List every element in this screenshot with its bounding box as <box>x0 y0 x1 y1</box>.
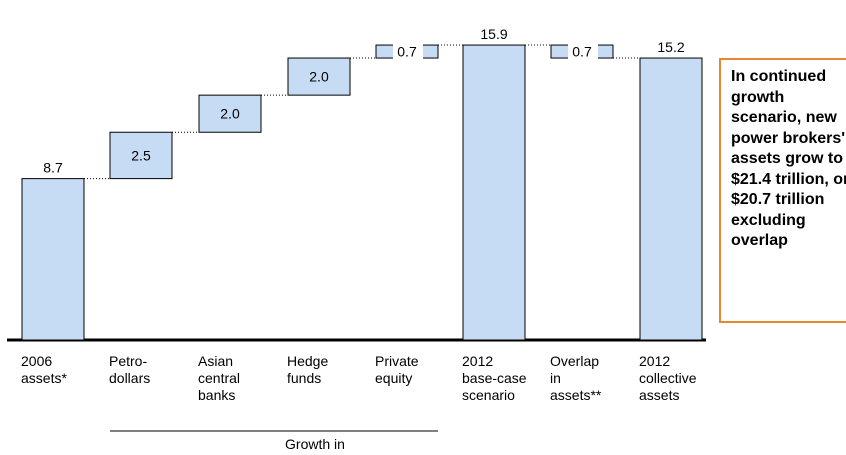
category-label-6: Overlap in assets** <box>550 353 602 403</box>
growth-group-caption: Growth in <box>285 436 345 452</box>
bar-3 <box>287 57 351 96</box>
value-label-4: 0.7 <box>397 44 417 60</box>
bar-5 <box>462 44 526 341</box>
value-label-2: 2.0 <box>220 106 240 122</box>
value-label-bg-4 <box>393 44 423 60</box>
category-label-4: Private equity <box>375 353 419 386</box>
category-label-1: Petro- dollars <box>109 353 151 386</box>
value-label-0: 8.7 <box>43 160 63 176</box>
value-label-7: 15.2 <box>657 39 684 55</box>
bar-1 <box>109 131 173 180</box>
value-label-5: 15.9 <box>480 26 507 42</box>
callout-box: In continued growth scenario, new power … <box>719 58 846 323</box>
category-label-7: 2012 collective assets <box>639 353 697 403</box>
category-label-0: 2006 assets* <box>21 353 67 386</box>
value-label-3: 2.0 <box>309 69 329 85</box>
bar-7 <box>639 57 703 341</box>
bar-0 <box>21 178 85 341</box>
value-label-bg-6 <box>568 44 598 60</box>
value-label-6: 0.7 <box>572 44 592 60</box>
category-label-2: Asian central banks <box>198 353 241 403</box>
category-label-3: Hedge funds <box>287 353 329 386</box>
bar-2 <box>198 94 262 133</box>
category-label-5: 2012 base-case scenario <box>462 353 527 403</box>
value-label-1: 2.5 <box>131 147 151 163</box>
